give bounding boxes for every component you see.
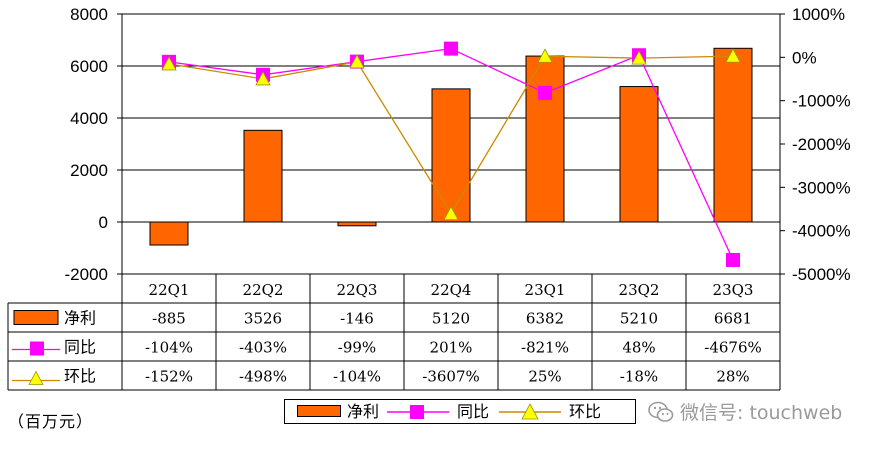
left-tick-label: 6000 (70, 57, 108, 76)
row-label: 同比 (64, 338, 96, 357)
right-tick-label: -3000% (792, 178, 851, 197)
table-cell: -821% (521, 339, 569, 357)
category-label: 23Q1 (525, 281, 566, 299)
row-label: 净利 (64, 309, 96, 328)
bar-22Q1 (149, 221, 189, 246)
qoq-point-23Q3 (725, 48, 741, 63)
data-table: 22Q1 22Q2 22Q3 22Q4 23Q1 23Q2 23Q3 净利 -885 3526 -1… (7, 273, 781, 391)
row-key-bar (13, 310, 59, 325)
legend: 净利 同比 环比 (284, 399, 636, 424)
category-label: 22Q3 (337, 281, 378, 299)
qoq-point-22Q4 (443, 205, 459, 221)
table-cell: 201% (430, 339, 473, 357)
left-tick-label: 2000 (70, 161, 108, 180)
category-label: 22Q1 (149, 281, 190, 299)
qoq-point-23Q2 (631, 50, 647, 65)
row-key-yoy-marker (30, 341, 44, 356)
category-label: 22Q2 (243, 281, 284, 299)
bar-23Q2 (619, 86, 659, 223)
bar-series (149, 47, 753, 246)
table-cell: -4676% (704, 339, 762, 357)
line-series (161, 41, 741, 267)
table-cell: -152% (145, 368, 193, 386)
table-cell: -18% (620, 368, 658, 386)
table-cell: -104% (145, 339, 193, 357)
left-tick-label: 4000 (70, 109, 108, 128)
qoq-point-22Q2 (255, 71, 271, 86)
table-cell: -498% (239, 368, 287, 386)
table-cell: 3526 (244, 310, 282, 328)
qoq-point-22Q3 (349, 53, 365, 69)
table-cell: 5210 (620, 310, 658, 328)
bar-22Q2 (243, 129, 283, 223)
table-cell: -146 (340, 310, 374, 328)
table-cell: -104% (333, 368, 381, 386)
table-cell: 6681 (714, 310, 752, 328)
category-label: 23Q3 (713, 281, 754, 299)
legend-label-qoq: 环比 (569, 402, 602, 421)
table-cell: -403% (239, 339, 287, 357)
right-tick-label: -2000% (792, 135, 851, 154)
legend-bar-swatch (297, 405, 341, 417)
legend-qoq-swatch (499, 403, 561, 420)
right-tick-label: 0% (792, 48, 817, 67)
left-tick-label: -2000 (65, 265, 108, 284)
legend-label-yoy: 同比 (457, 402, 490, 421)
bar-22Q4 (431, 88, 471, 223)
bar-22Q3 (337, 221, 377, 227)
table-cell: 5120 (432, 310, 470, 328)
legend-yoy-swatch (387, 405, 449, 419)
table-cell: 6382 (526, 310, 564, 328)
table-cell: -99% (338, 339, 376, 357)
category-label: 23Q2 (619, 281, 660, 299)
table-cell: 28% (716, 368, 749, 386)
right-tick-label: -4000% (792, 222, 851, 241)
yoy-point-22Q4 (444, 41, 458, 56)
left-tick-label: 0 (99, 213, 108, 232)
table-cell: -885 (152, 310, 186, 328)
table-cell: -3607% (422, 368, 480, 386)
category-label: 22Q4 (431, 281, 472, 299)
row-key-qoq-marker (28, 370, 44, 385)
legend-label-net-profit: 净利 (347, 402, 380, 421)
bar-23Q1 (525, 55, 565, 223)
right-tick-label: -1000% (792, 92, 851, 111)
yoy-point-23Q3 (726, 252, 740, 267)
watermark-text: 微信号: touchweb (680, 402, 843, 424)
table-cell: 48% (622, 339, 655, 357)
qoq-point-23Q1 (537, 48, 553, 63)
bar-23Q3 (713, 47, 753, 223)
row-label: 环比 (64, 367, 96, 386)
wechat-icon (648, 401, 674, 422)
yoy-point-23Q1 (538, 85, 552, 100)
right-tick-label: -5000% (792, 265, 851, 284)
table-cell: 25% (528, 368, 561, 386)
qoq-point-22Q1 (161, 56, 177, 71)
right-tick-label: 1000% (792, 5, 845, 24)
left-tick-label: 8000 (70, 5, 108, 24)
unit-label: （百万元） (8, 412, 94, 431)
